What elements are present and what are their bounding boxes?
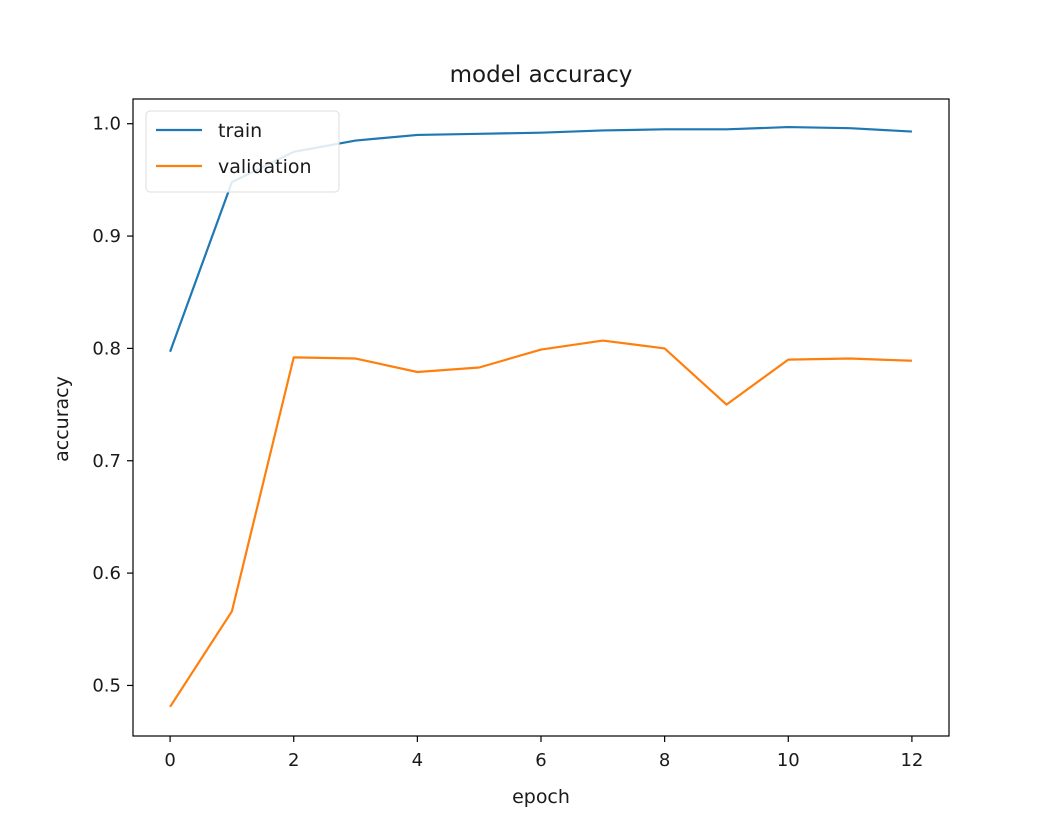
legend-label-validation: validation [218,156,312,178]
x-tick-label: 2 [288,750,299,771]
x-tick-label: 0 [164,750,175,771]
y-tick-label: 0.9 [92,226,121,247]
x-tick-label: 10 [777,750,800,771]
y-tick-label: 0.6 [92,563,121,584]
legend-label-train: train [218,120,262,142]
ticks-layer: 0 2 4 6 8 10 12 0.5 0.6 0.7 0.8 0.9 1.0 [92,114,923,771]
series-line-validation [169,339,912,708]
y-axis-label: accuracy [51,376,73,462]
y-tick-label: 0.7 [92,451,121,472]
chart-title: model accuracy [450,62,633,88]
x-tick-label: 4 [412,750,423,771]
x-tick-label: 6 [535,750,546,771]
x-tick-label: 12 [900,750,923,771]
legend-box [145,110,340,193]
legend: train validation [145,110,340,193]
x-tick-label: 8 [659,750,670,771]
y-tick-label: 0.8 [92,338,121,359]
y-tick-label: 1.0 [92,114,121,135]
plot-frame [132,98,950,737]
x-axis-label: epoch [512,786,570,808]
y-tick-label: 0.5 [92,675,121,696]
